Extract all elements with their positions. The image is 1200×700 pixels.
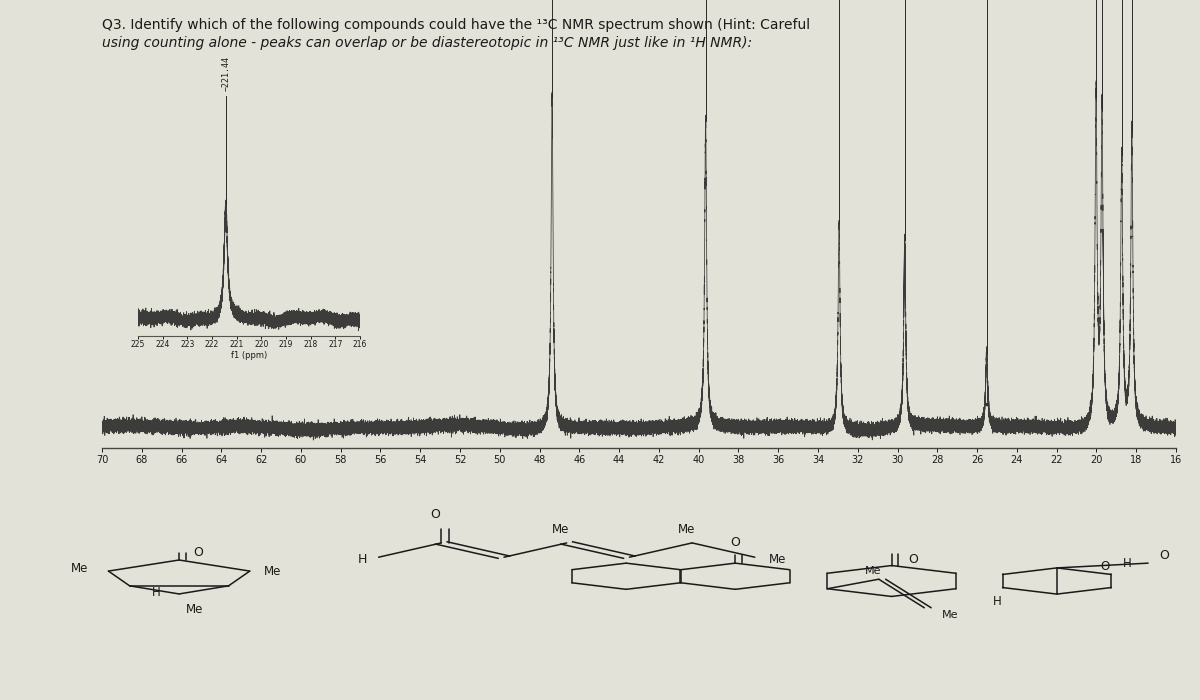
Text: Q3. Identify which of the following compounds could have the ¹³C NMR spectrum sh: Q3. Identify which of the following comp… — [102, 18, 810, 32]
Text: using counting alone - peaks can overlap or be diastereotopic in ¹³C NMR just li: using counting alone - peaks can overlap… — [102, 36, 752, 50]
Text: O: O — [731, 536, 740, 550]
Text: O: O — [1100, 560, 1110, 573]
Text: H: H — [992, 595, 1001, 608]
Text: Me: Me — [71, 562, 88, 575]
X-axis label: f1 (ppm): f1 (ppm) — [230, 351, 268, 360]
Text: H: H — [1122, 556, 1132, 570]
Text: Me: Me — [552, 524, 570, 536]
Text: H: H — [358, 553, 367, 566]
Text: −221.44: −221.44 — [221, 56, 230, 91]
Text: O: O — [193, 546, 203, 559]
Text: O: O — [1159, 549, 1169, 562]
Text: Me: Me — [678, 524, 695, 536]
Text: Me: Me — [865, 566, 881, 575]
Text: Me: Me — [186, 603, 203, 617]
Text: H: H — [152, 587, 161, 599]
Text: O: O — [431, 508, 440, 522]
Text: Me: Me — [768, 553, 786, 566]
Text: Me: Me — [942, 610, 958, 620]
Text: Me: Me — [264, 565, 281, 578]
Text: O: O — [908, 553, 918, 566]
